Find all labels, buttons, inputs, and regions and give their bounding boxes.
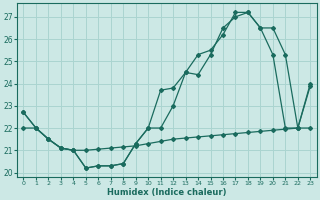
X-axis label: Humidex (Indice chaleur): Humidex (Indice chaleur) xyxy=(107,188,227,197)
